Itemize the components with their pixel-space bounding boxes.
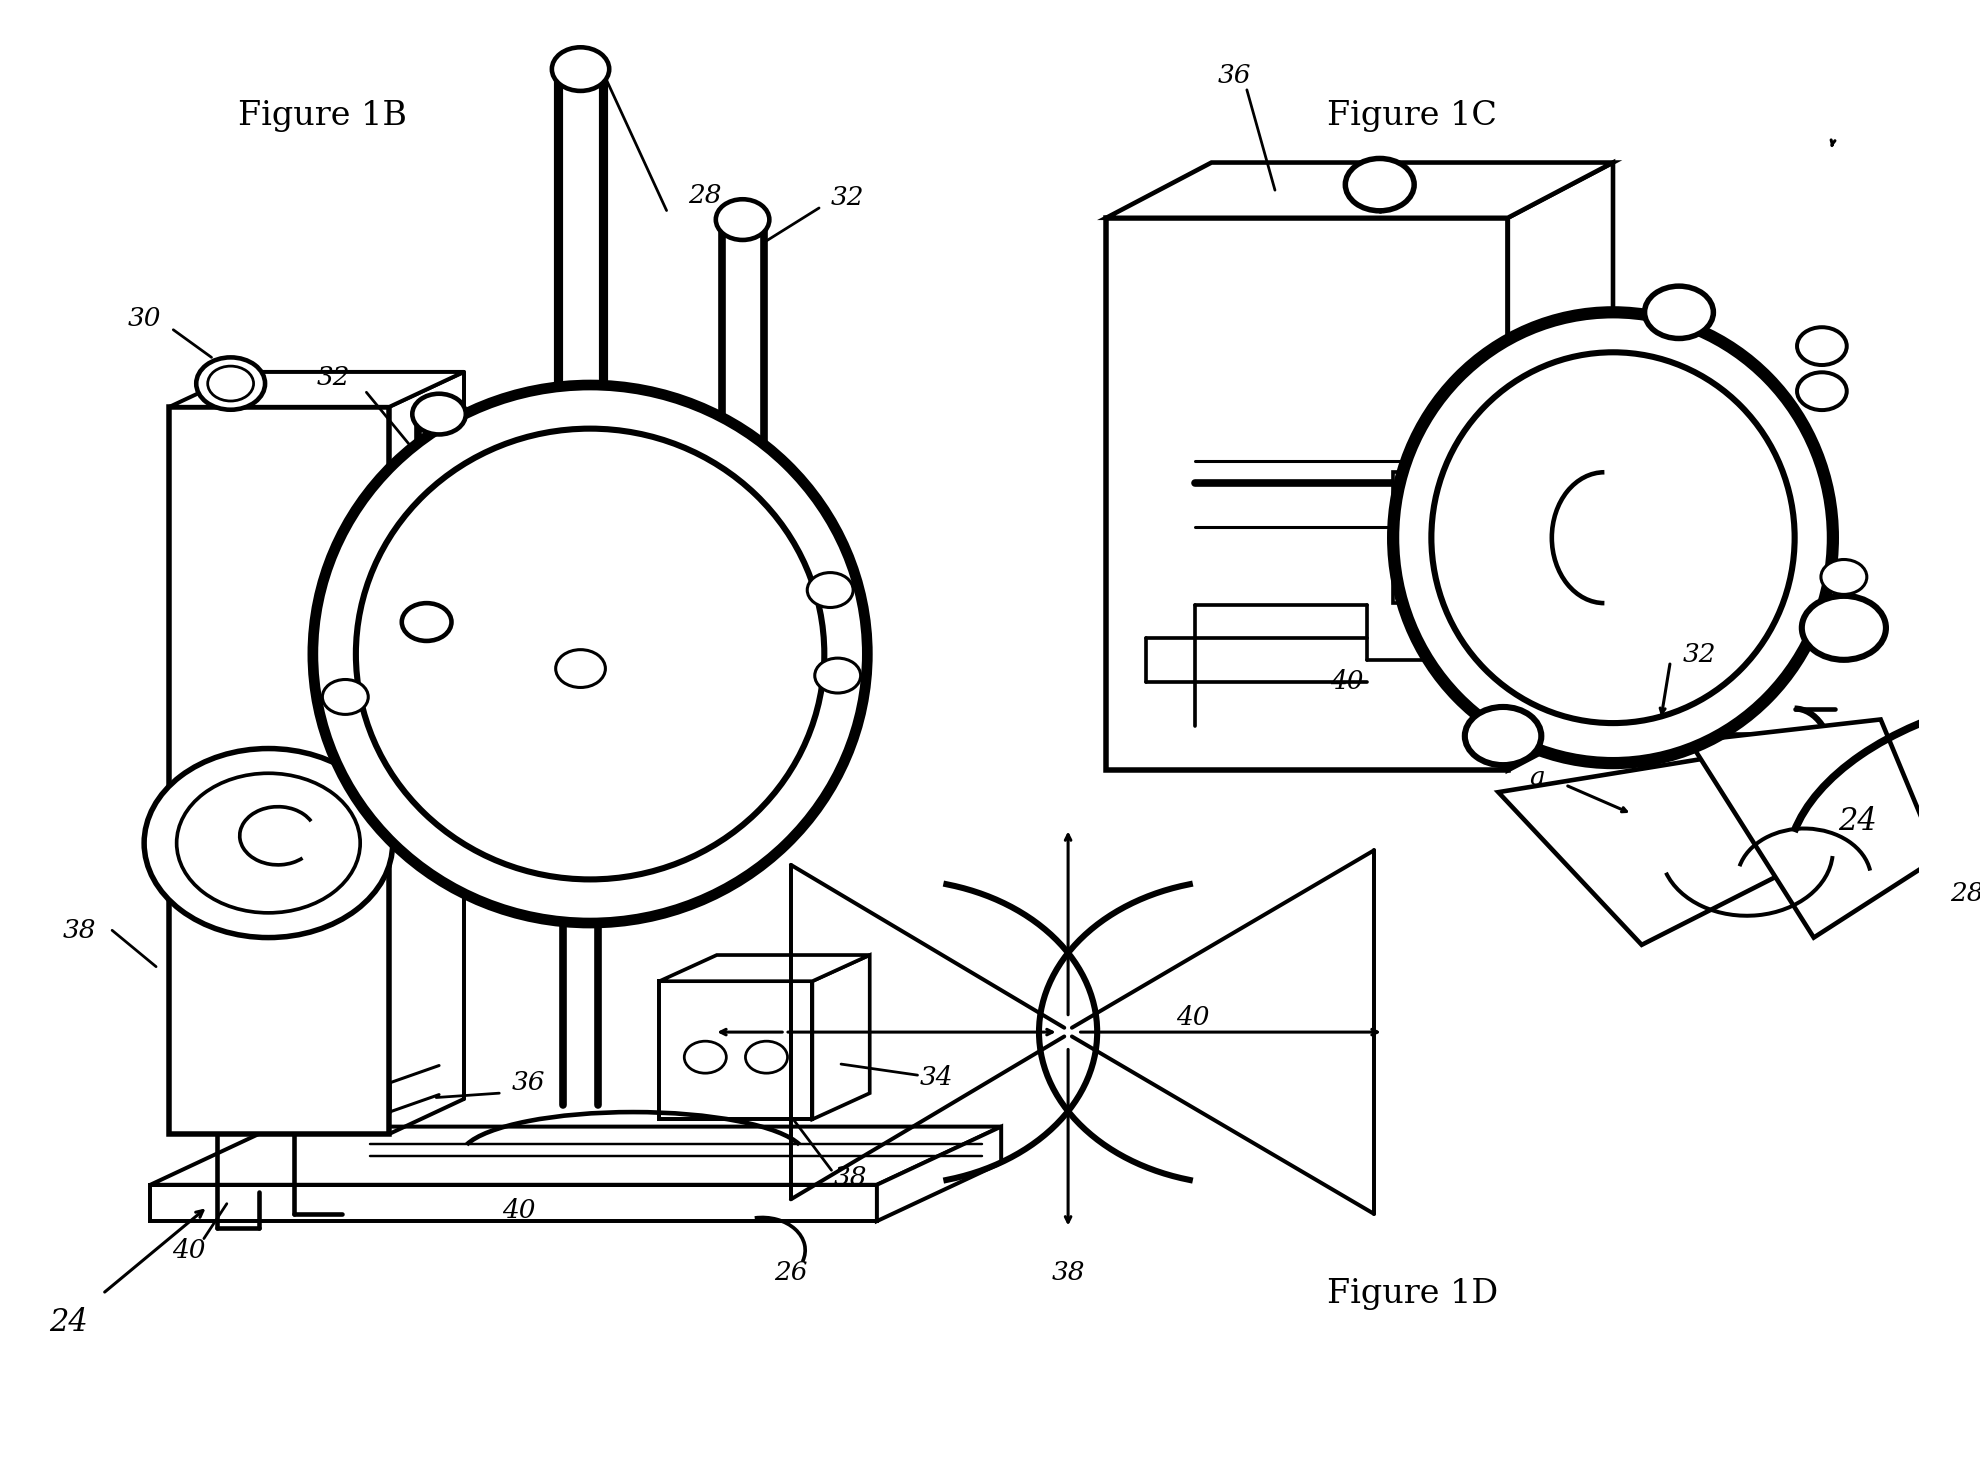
Circle shape [1643,286,1713,339]
Circle shape [683,1041,727,1073]
Ellipse shape [1432,352,1794,724]
Circle shape [1802,596,1885,659]
Polygon shape [1689,719,1936,938]
Circle shape [323,680,368,715]
Circle shape [1796,327,1845,366]
Text: 40: 40 [1174,1006,1208,1031]
Polygon shape [150,1185,877,1221]
Circle shape [196,357,265,410]
Polygon shape [812,956,869,1119]
Circle shape [1796,373,1845,410]
Polygon shape [150,1126,1000,1185]
Ellipse shape [1392,313,1832,763]
Polygon shape [170,407,390,1133]
Polygon shape [659,981,812,1119]
Circle shape [806,573,853,608]
Polygon shape [1497,749,1784,945]
Polygon shape [1105,163,1612,217]
Circle shape [715,200,768,239]
Circle shape [1463,708,1540,765]
Polygon shape [1392,473,1580,603]
Circle shape [145,749,392,938]
Text: 24: 24 [50,1308,87,1339]
Text: 32: 32 [830,185,863,210]
Circle shape [402,603,451,642]
Circle shape [208,366,253,401]
Polygon shape [877,1126,1000,1221]
Text: 34: 34 [919,1066,952,1091]
Polygon shape [170,371,463,407]
Text: 24: 24 [1837,806,1877,837]
Circle shape [1820,559,1865,595]
Text: 40: 40 [501,1198,535,1223]
Text: a: a [1529,765,1544,790]
Text: 28: 28 [687,184,721,208]
Circle shape [1344,159,1414,211]
Circle shape [176,774,360,913]
Text: 28: 28 [1948,881,1980,906]
Text: Figure 1B: Figure 1B [238,100,406,132]
Text: 36: 36 [511,1070,545,1095]
Text: Figure 1C: Figure 1C [1327,100,1497,132]
Text: 32: 32 [1681,642,1715,666]
Polygon shape [1105,217,1507,771]
Polygon shape [1507,163,1612,771]
Text: 26: 26 [774,1260,808,1284]
Circle shape [556,650,606,687]
Text: 40: 40 [1331,669,1364,694]
Polygon shape [659,956,869,981]
Text: 32: 32 [317,366,350,390]
Text: 40: 40 [172,1238,206,1262]
Ellipse shape [356,429,824,879]
Text: 30: 30 [129,305,160,330]
Text: 36: 36 [1218,63,1251,88]
Circle shape [412,393,465,435]
Text: Figure 1D: Figure 1D [1327,1277,1497,1309]
Text: 38: 38 [1051,1260,1085,1284]
Circle shape [744,1041,788,1073]
Circle shape [552,47,610,91]
Text: 38: 38 [63,918,97,942]
Text: 38: 38 [834,1166,867,1191]
Circle shape [814,658,859,693]
Ellipse shape [313,385,867,923]
